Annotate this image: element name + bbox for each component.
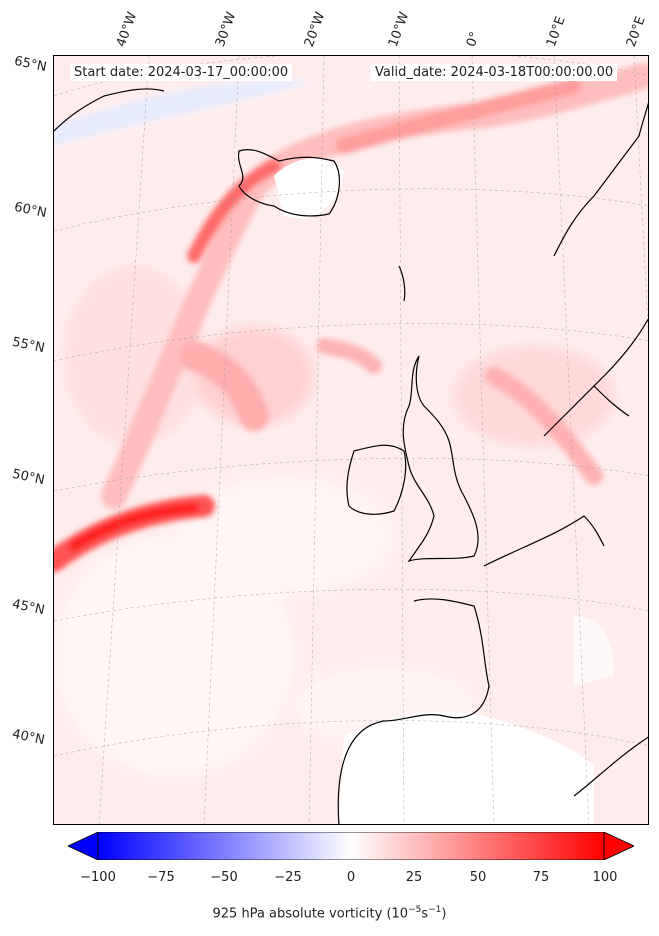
cbar-tick: 0	[346, 870, 356, 885]
colorbar-label: 925 hPa absolute vorticity (10−5s−1)	[212, 905, 447, 922]
lat-label-55n: 55°N	[10, 334, 46, 357]
lat-label-50n: 50°N	[10, 466, 46, 489]
cbar-tick: 25	[405, 870, 423, 885]
lat-label-65n: 65°N	[12, 53, 48, 76]
cbar-tick: −25	[274, 870, 302, 885]
start-date-text: Start date: 2024-03-17_00:00:00	[70, 64, 293, 81]
cbar-tick: 50	[469, 870, 487, 885]
lat-label-45n: 45°N	[10, 596, 46, 619]
cbar-tick: −50	[210, 870, 238, 885]
iberia-land	[339, 712, 594, 824]
vorticity-field	[54, 56, 648, 824]
lat-label-60n: 60°N	[12, 199, 48, 222]
lon-label-20w: 20°W	[301, 10, 329, 49]
colorbar	[68, 832, 634, 860]
lon-label-10e: 10°E	[543, 14, 569, 50]
cbar-tick: 75	[532, 870, 550, 885]
cbar-tick: −75	[147, 870, 175, 885]
cbar-tick: −100	[80, 870, 116, 885]
lon-label-10w: 10°W	[385, 10, 413, 49]
negative-vorticity-band	[54, 80, 314, 146]
iceland-land	[274, 158, 344, 219]
valid-date-text: Valid_date: 2024-03-18T00:00:00.00	[371, 64, 618, 81]
coastlines	[54, 88, 648, 824]
colorbar-max-extend	[603, 832, 634, 860]
lon-label-30w: 30°W	[212, 10, 240, 49]
lon-label-0: 0°	[463, 29, 484, 49]
cbar-tick: 100	[592, 870, 618, 885]
colorbar-min-extend	[68, 832, 99, 860]
lon-label-40w: 40°W	[113, 10, 141, 49]
lat-label-40n: 40°N	[10, 726, 46, 749]
map-panel	[53, 55, 649, 825]
lon-label-20e: 20°E	[623, 14, 649, 50]
